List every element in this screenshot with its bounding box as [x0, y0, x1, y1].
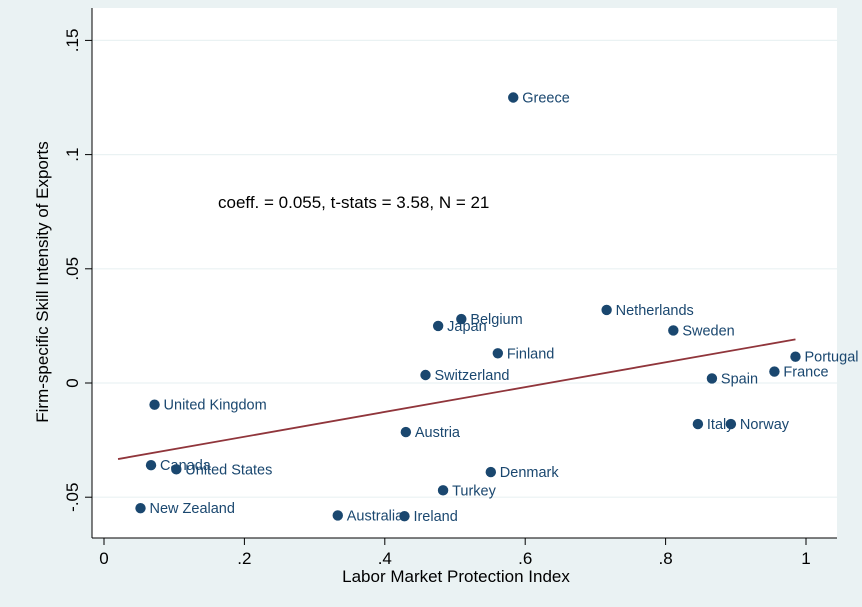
point-united-states: [171, 464, 182, 475]
point-austria: [400, 426, 412, 438]
point-norway: [725, 418, 737, 430]
point-label-finland: Finland: [507, 346, 555, 362]
x-axis-title: Labor Market Protection Index: [342, 567, 570, 586]
point-spain: [706, 373, 718, 384]
y-tick-label: 0: [63, 378, 82, 387]
point-label-belgium: Belgium: [470, 312, 522, 328]
y-tick-label: .15: [63, 29, 82, 53]
point-netherlands: [601, 304, 612, 316]
point-label-austria: Austria: [415, 425, 461, 441]
point-greece: [508, 92, 519, 103]
x-tick-label: .6: [518, 549, 532, 568]
point-canada: [145, 460, 157, 471]
point-turkey: [437, 485, 449, 496]
axis-ticks: 0 .2 .4 .6 .8 1 -.05 0 .05 .1 .15: [63, 29, 811, 568]
point-australia: [332, 510, 343, 521]
point-label-portugal: Portugal: [804, 350, 858, 366]
regression-fit-line: [117, 338, 796, 460]
x-tick-label: 0: [99, 549, 108, 568]
x-tick-label: .8: [659, 549, 673, 568]
point-united-kingdom: [149, 399, 160, 410]
y-tick-label: -.05: [63, 483, 82, 512]
point-label-france: France: [783, 365, 828, 381]
point-denmark: [485, 466, 497, 478]
point-finland: [492, 348, 504, 359]
regression-annotation: coeff. = 0.055, t-stats = 3.58, N = 21: [218, 193, 489, 212]
y-tick-label: .05: [63, 257, 82, 281]
point-label-spain: Spain: [721, 371, 758, 387]
point-label-ireland: Ireland: [413, 509, 457, 525]
x-tick-label: .4: [378, 549, 392, 568]
x-tick-label: 1: [801, 549, 810, 568]
x-tick-label: .2: [237, 549, 251, 568]
point-ireland: [399, 510, 410, 522]
point-label-australia: Australia: [347, 508, 404, 524]
point-label-denmark: Denmark: [500, 465, 560, 481]
point-label-greece: Greece: [522, 91, 570, 107]
point-france: [769, 366, 780, 377]
point-label-sweden: Sweden: [682, 323, 734, 339]
point-label-netherlands: Netherlands: [616, 303, 694, 319]
point-portugal: [790, 351, 801, 362]
point-label-japan: Japan: [447, 319, 487, 335]
point-label-new-zealand: New Zealand: [150, 501, 235, 517]
point-sweden: [668, 325, 679, 336]
point-belgium: [456, 313, 467, 325]
y-tick-label: .1: [63, 148, 82, 162]
y-axis-title: Firm-specific Skill Intensity of Exports: [33, 141, 52, 423]
point-label-united-states: United States: [185, 462, 272, 478]
point-italy: [692, 418, 704, 430]
point-label-turkey: Turkey: [452, 483, 497, 499]
plot-area: [92, 8, 837, 538]
point-label-united-kingdom: United Kingdom: [164, 398, 267, 414]
point-switzerland: [420, 369, 431, 381]
point-label-switzerland: Switzerland: [435, 368, 510, 384]
point-label-norway: Norway: [740, 417, 790, 433]
point-japan: [432, 320, 444, 332]
point-new-zealand: [135, 502, 146, 514]
